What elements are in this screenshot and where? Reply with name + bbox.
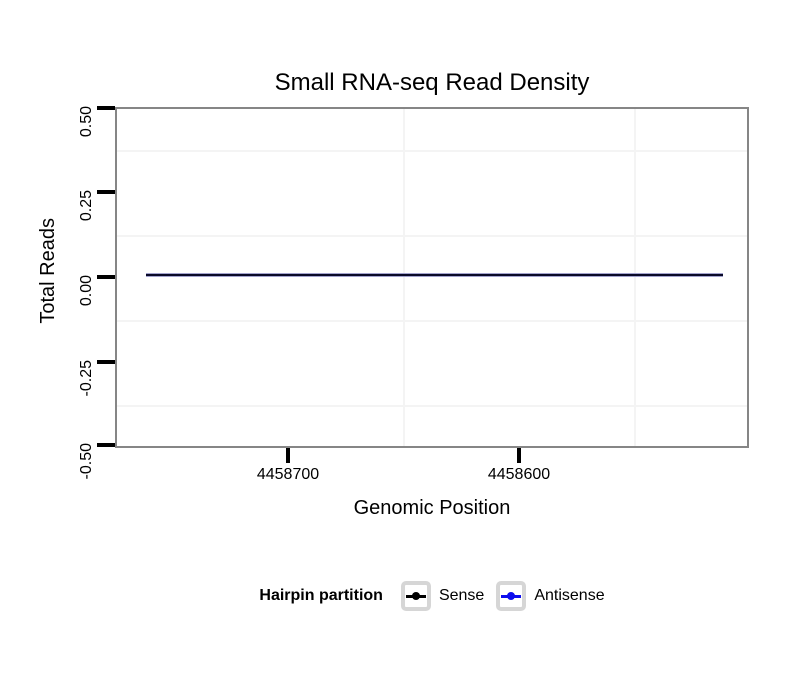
legend-title: Hairpin partition bbox=[259, 587, 383, 604]
y-tick bbox=[97, 275, 115, 279]
x-tick bbox=[517, 448, 521, 463]
sense-point-swatch bbox=[411, 592, 420, 600]
y-tick bbox=[97, 360, 115, 364]
gridline-minor-vertical bbox=[403, 109, 405, 446]
gridline-minor-horizontal bbox=[117, 235, 747, 237]
y-axis-title: Total Reads bbox=[37, 218, 59, 324]
x-axis-title: Genomic Position bbox=[353, 497, 511, 519]
chart-title: Small RNA-seq Read Density bbox=[274, 69, 590, 96]
y-tick bbox=[97, 190, 115, 194]
y-tick bbox=[97, 443, 115, 447]
y-tick bbox=[97, 106, 115, 110]
legend-label-antisense: Antisense bbox=[534, 587, 605, 604]
x-tick-label: 4458700 bbox=[256, 466, 320, 483]
x-tick bbox=[286, 448, 290, 463]
legend-item-antisense: Antisense bbox=[496, 581, 605, 611]
y-tick-label: 0.00 bbox=[78, 275, 95, 307]
y-tick-label: -0.25 bbox=[78, 360, 95, 397]
y-tick-label: 0.50 bbox=[78, 106, 95, 138]
legend-item-sense: Sense bbox=[400, 581, 485, 611]
read-density-line-sense-antisense bbox=[146, 273, 723, 277]
y-tick-label: 0.25 bbox=[78, 190, 95, 222]
y-tick-label: -0.50 bbox=[78, 443, 95, 480]
gridline-minor-vertical bbox=[634, 109, 636, 446]
plot-panel bbox=[115, 107, 749, 448]
legend-key-sense bbox=[400, 581, 431, 611]
legend-key-antisense bbox=[496, 581, 527, 611]
gridline-minor-horizontal bbox=[117, 320, 747, 322]
gridline-minor-horizontal bbox=[117, 150, 747, 152]
x-tick-label: 4458600 bbox=[487, 466, 551, 483]
gridline-minor-horizontal bbox=[117, 405, 747, 407]
legend: Hairpin partition Sense Antisense bbox=[115, 579, 749, 613]
antisense-point-swatch bbox=[507, 592, 516, 600]
legend-label-sense: Sense bbox=[438, 587, 485, 604]
